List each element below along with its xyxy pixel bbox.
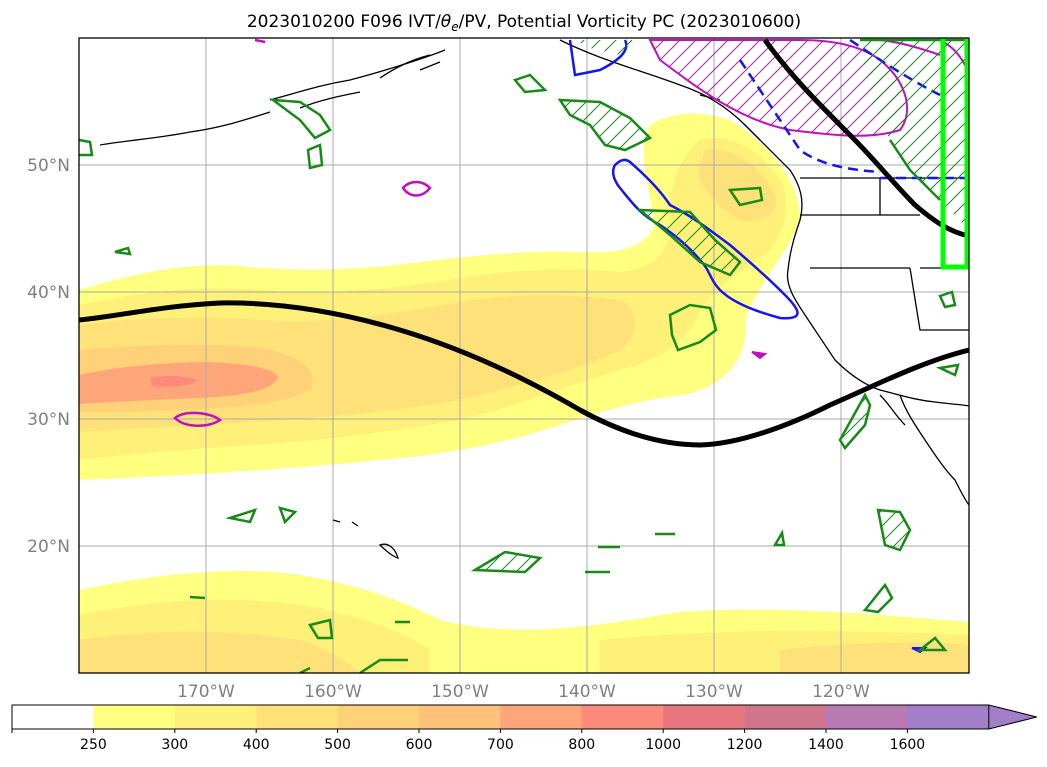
lon-label-160w: 160°W [304,682,362,702]
colorbar-tick-label: 1000 [645,737,681,753]
colorbar-tick-label: 250 [80,737,107,753]
colorbar-extend-arrow [988,704,1037,730]
coastlines [99,39,969,560]
lon-label-140w: 140°W [558,682,616,702]
colorbar-tick-label: 1400 [808,737,844,753]
jet-lines [79,38,969,448]
lat-label-40n: 40°N [27,283,70,303]
colorbar-segment [826,705,908,729]
colorbar-segment [12,705,94,729]
ivt-shading-ar [79,113,800,480]
lat-label-20n: 20°N [27,537,70,557]
colorbar-segment [744,705,827,729]
map-panel [79,38,969,673]
lon-label-170w: 170°W [177,682,235,702]
colorbar-tick-label: 800 [568,737,595,753]
colorbar-segment [907,705,990,729]
colorbar-segment [337,705,420,729]
lon-label-130w: 130°W [685,682,743,702]
colorbar-segment [663,705,746,729]
colorbar-tick-label: 1200 [727,737,763,753]
colorbar-tick-label: 1600 [890,737,926,753]
colorbar-segment [581,705,664,729]
colorbar-segment [419,705,501,729]
map-frame [78,37,970,674]
ivt-colorbar: 250 300 400 500 600 700 800 1000 1200 1400 1600 [11,704,1037,753]
colorbar-tick-label: 300 [161,737,188,753]
region-box [940,38,969,270]
colorbar-tick-label: 500 [324,737,351,753]
colorbar-segment [93,705,176,729]
lat-label-50n: 50°N [27,156,70,176]
lat-label-30n: 30°N [27,410,70,430]
ivt-shading-south [79,570,969,673]
colorbar-segment [256,705,339,729]
graticule [79,38,969,673]
colorbar-tick-label: 700 [487,737,514,753]
colorbar-segment [500,705,583,729]
lon-label-120w: 120°W [812,682,870,702]
pv-contours [79,38,969,673]
colorbar-tick-label: 400 [243,737,270,753]
figure-title: 2023010200 F096 IVT/θe/PV, Potential Vor… [247,12,801,34]
colorbar-tick-label: 600 [406,737,433,753]
lon-label-150w: 150°W [431,682,489,702]
colorbar-segment [174,705,257,729]
